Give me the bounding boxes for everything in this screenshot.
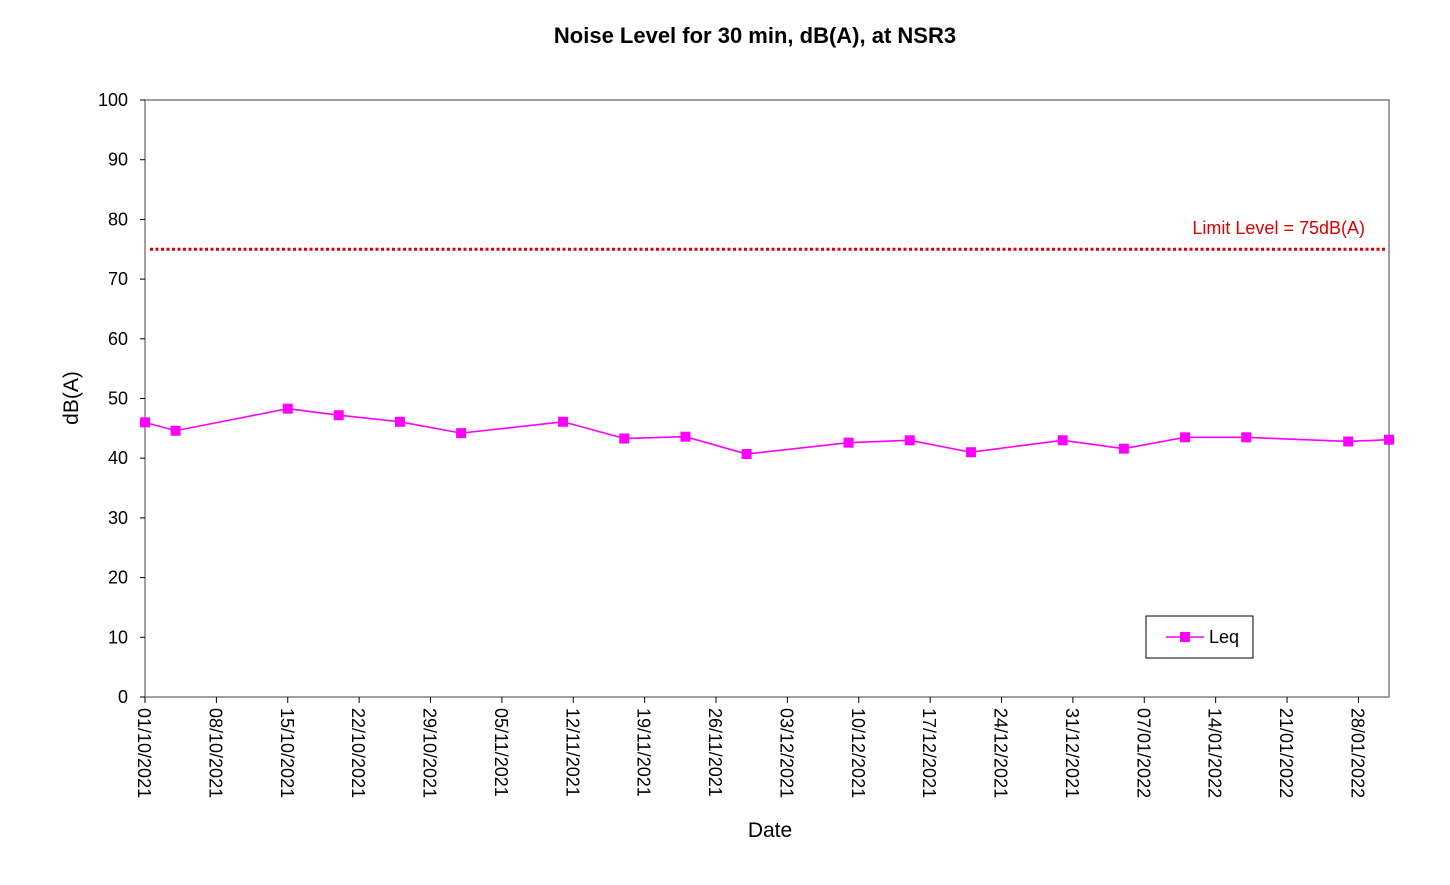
x-tick-label: 01/10/2021 xyxy=(134,708,154,798)
series-group xyxy=(140,403,1394,460)
series-line-leq xyxy=(144,407,1390,455)
x-tick-label: 12/11/2021 xyxy=(562,708,582,797)
plot-area-frame xyxy=(144,99,1390,698)
chart-legend: Leq xyxy=(1145,615,1254,659)
data-point-marker xyxy=(741,449,752,460)
x-tick-label: 17/12/2021 xyxy=(919,708,939,798)
y-tick-label: 60 xyxy=(108,329,128,349)
data-point-marker xyxy=(619,433,630,444)
data-point-marker xyxy=(282,403,293,414)
data-point-marker xyxy=(1241,432,1252,443)
data-point-marker xyxy=(333,410,344,421)
y-tick-label: 30 xyxy=(108,508,128,528)
x-tick-label: 21/01/2022 xyxy=(1276,708,1296,798)
data-point-marker xyxy=(1343,436,1354,447)
y-tick-label: 70 xyxy=(108,269,128,289)
y-tick-label: 10 xyxy=(108,627,128,647)
y-tick-label: 50 xyxy=(108,389,128,409)
x-tick-label: 15/10/2021 xyxy=(277,708,297,798)
data-point-marker xyxy=(1384,434,1394,445)
x-tick-label: 22/10/2021 xyxy=(348,708,368,798)
data-point-marker xyxy=(965,447,976,458)
x-tick-label: 29/10/2021 xyxy=(420,708,440,798)
y-tick-label: 40 xyxy=(108,448,128,468)
data-point-marker xyxy=(1057,435,1068,446)
x-axis-label: Date xyxy=(748,819,792,842)
y-tick-label: 0 xyxy=(118,687,128,707)
data-point-marker xyxy=(140,417,150,428)
x-tick-label: 08/10/2021 xyxy=(205,708,225,798)
limit-level-label: Limit Level = 75dB(A) xyxy=(1192,218,1365,238)
limit-level-group: Limit Level = 75dB(A) xyxy=(150,218,1387,251)
data-point-marker xyxy=(558,416,569,427)
chart-title: Noise Level for 30 min, dB(A), at NSR3 xyxy=(554,23,956,48)
x-tick-label: 28/01/2022 xyxy=(1347,708,1367,798)
x-axis-ticks: 01/10/2021 08/10/2021 15/10/2021 22/10/2021… xyxy=(134,697,1367,798)
data-point-marker xyxy=(843,437,854,448)
y-tick-label: 20 xyxy=(108,568,128,588)
x-tick-label: 31/12/2021 xyxy=(1062,708,1082,798)
legend-series-label: Leq xyxy=(1209,627,1239,647)
data-point-marker xyxy=(456,428,467,439)
data-point-marker xyxy=(1118,443,1129,454)
x-tick-label: 05/11/2021 xyxy=(491,708,511,797)
data-point-marker xyxy=(680,431,691,442)
data-point-marker xyxy=(394,416,405,427)
x-tick-label: 03/12/2021 xyxy=(776,708,796,798)
x-tick-label: 14/01/2022 xyxy=(1205,708,1225,798)
y-tick-label: 100 xyxy=(98,90,128,110)
data-point-marker xyxy=(170,425,181,436)
legend-series-marker xyxy=(1180,632,1190,642)
x-tick-label: 10/12/2021 xyxy=(848,708,868,798)
y-axis-label: dB(A) xyxy=(60,371,83,425)
data-point-marker xyxy=(904,435,915,446)
x-tick-label: 19/11/2021 xyxy=(634,708,654,797)
x-tick-label: 26/11/2021 xyxy=(705,708,725,797)
y-tick-label: 90 xyxy=(108,150,128,170)
y-axis-ticks: 0 10 20 30 40 50 60 70 80 90 100 xyxy=(98,90,145,707)
x-tick-label: 24/12/2021 xyxy=(991,708,1011,798)
data-point-marker xyxy=(1180,432,1191,443)
x-tick-label: 07/01/2022 xyxy=(1133,708,1153,798)
y-tick-label: 80 xyxy=(108,209,128,229)
